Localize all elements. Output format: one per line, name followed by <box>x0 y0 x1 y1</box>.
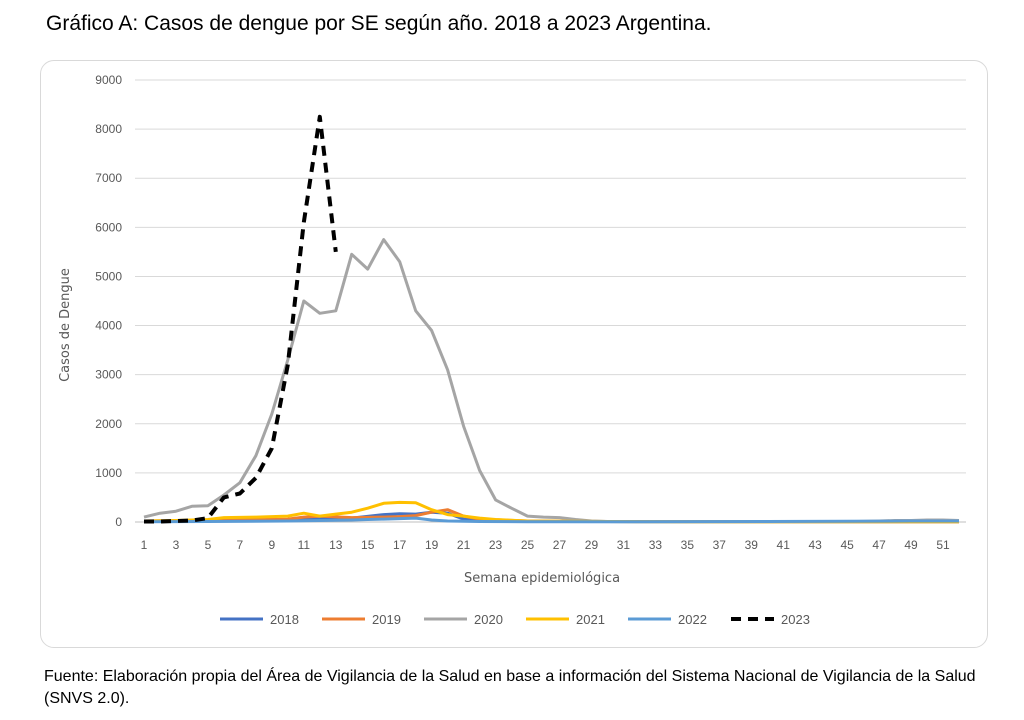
y-tick-label: 6000 <box>95 220 122 234</box>
series-line-2022 <box>143 516 959 524</box>
y-tick-label: 5000 <box>95 269 122 283</box>
y-tick-label: 8000 <box>95 122 122 136</box>
legend-label: 2020 <box>474 612 503 627</box>
legend-label: 2021 <box>576 612 605 627</box>
x-tick-label: 3 <box>173 538 180 552</box>
x-tick-label: 13 <box>329 538 343 552</box>
series-line-2021 <box>143 500 959 524</box>
chart-frame <box>40 60 988 648</box>
y-tick-label: 1000 <box>95 466 122 480</box>
y-tick-label: 9000 <box>95 73 122 87</box>
chart-title: Gráfico A: Casos de dengue por SE según … <box>46 12 712 35</box>
legend-label: 2022 <box>678 612 707 627</box>
legend-label: 2018 <box>270 612 299 627</box>
x-tick-label: 31 <box>617 538 631 552</box>
x-tick-label: 51 <box>936 538 950 552</box>
x-tick-label: 37 <box>713 538 727 552</box>
x-tick-label: 33 <box>649 538 663 552</box>
x-tick-label: 19 <box>425 538 439 552</box>
x-tick-label: 45 <box>840 538 854 552</box>
series-line-2023 <box>144 114 338 524</box>
x-tick-label: 47 <box>872 538 886 552</box>
x-tick-label: 21 <box>457 538 471 552</box>
y-tick-label: 3000 <box>95 368 122 382</box>
x-tick-label: 43 <box>808 538 822 552</box>
x-tick-label: 5 <box>205 538 212 552</box>
x-tick-label: 27 <box>553 538 567 552</box>
y-tick-label: 2000 <box>95 417 122 431</box>
x-tick-label: 41 <box>777 538 791 552</box>
x-tick-label: 11 <box>298 538 311 552</box>
x-tick-label: 29 <box>585 538 599 552</box>
y-tick-label: 0 <box>115 515 122 529</box>
x-tick-label: 35 <box>681 538 695 552</box>
x-tick-label: 49 <box>904 538 918 552</box>
x-tick-label: 25 <box>521 538 535 552</box>
y-axis-label: Casos de Dengue <box>58 268 73 382</box>
x-tick-label: 39 <box>745 538 759 552</box>
series-line-2020 <box>143 238 960 524</box>
x-tick-label: 15 <box>361 538 375 552</box>
x-tick-label: 7 <box>237 538 244 552</box>
y-tick-label: 4000 <box>95 319 122 333</box>
x-tick-label: 17 <box>393 538 407 552</box>
source-note: Fuente: Elaboración propia del Área de V… <box>44 668 976 707</box>
legend-label: 2019 <box>372 612 401 627</box>
y-tick-label: 7000 <box>95 171 122 185</box>
x-axis-label: Semana epidemiológica <box>464 571 620 586</box>
legend-label: 2023 <box>781 612 810 627</box>
x-tick-label: 1 <box>141 538 148 552</box>
x-tick-label: 9 <box>268 538 275 552</box>
x-tick-label: 23 <box>489 538 503 552</box>
